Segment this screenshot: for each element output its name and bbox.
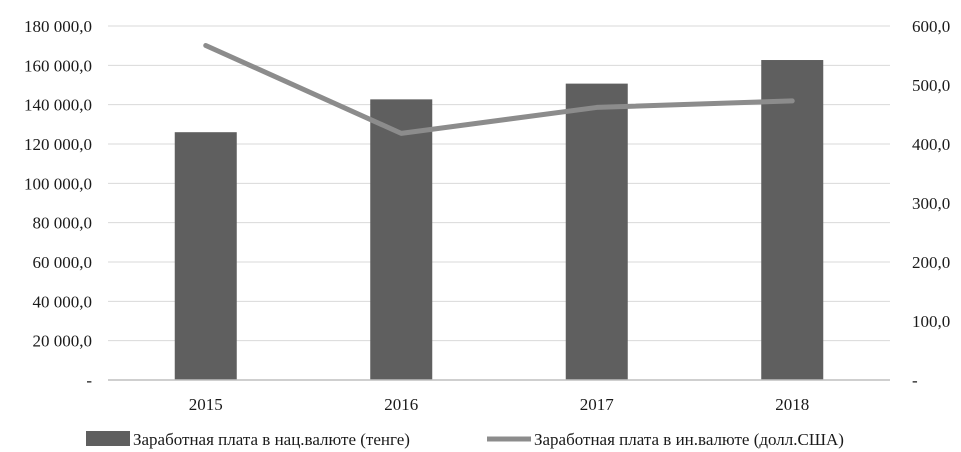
legend: Заработная плата в нац.валюте (тенге) За… [86, 430, 844, 449]
left-tick-label: 60 000,0 [33, 253, 93, 272]
left-tick-label: 180 000,0 [24, 17, 92, 36]
x-tick-label: 2017 [580, 395, 615, 414]
legend-swatch-bar [86, 431, 130, 446]
right-tick-label: - [912, 371, 918, 390]
x-tick-label: 2015 [189, 395, 223, 414]
left-tick-label: 100 000,0 [24, 174, 92, 193]
right-tick-label: 200,0 [912, 253, 950, 272]
left-tick-label: - [86, 371, 92, 390]
right-tick-label: 600,0 [912, 17, 950, 36]
right-axis-ticks: - 100,0 200,0 300,0 400,0 500,0 600,0 [912, 17, 950, 390]
legend-label-bar: Заработная плата в нац.валюте (тенге) [133, 430, 410, 449]
left-axis-ticks: - 20 000,0 40 000,0 60 000,0 80 000,0 100 000… [24, 17, 92, 390]
right-tick-label: 300,0 [912, 194, 950, 213]
left-tick-label: 40 000,0 [33, 292, 93, 311]
series-line [203, 42, 795, 136]
left-tick-label: 20 000,0 [33, 332, 93, 351]
left-tick-label: 140 000,0 [24, 96, 92, 115]
bar [174, 132, 237, 380]
x-tick-label: 2016 [384, 395, 418, 414]
right-tick-label: 100,0 [912, 312, 950, 331]
bar-series [174, 60, 824, 381]
x-axis-ticks: 2015 2016 2017 2018 [189, 395, 810, 414]
left-tick-label: 160 000,0 [24, 56, 92, 75]
line-series [203, 42, 795, 136]
legend-label-line: Заработная плата в ин.валюте (долл.США) [534, 430, 844, 449]
bar [565, 83, 628, 380]
right-tick-label: 400,0 [912, 135, 950, 154]
bar [761, 60, 824, 380]
right-tick-label: 500,0 [912, 76, 950, 95]
left-tick-label: 120 000,0 [24, 135, 92, 154]
x-tick-label: 2018 [775, 395, 809, 414]
gridlines [108, 25, 890, 342]
left-tick-label: 80 000,0 [33, 214, 93, 233]
bar [370, 99, 433, 381]
